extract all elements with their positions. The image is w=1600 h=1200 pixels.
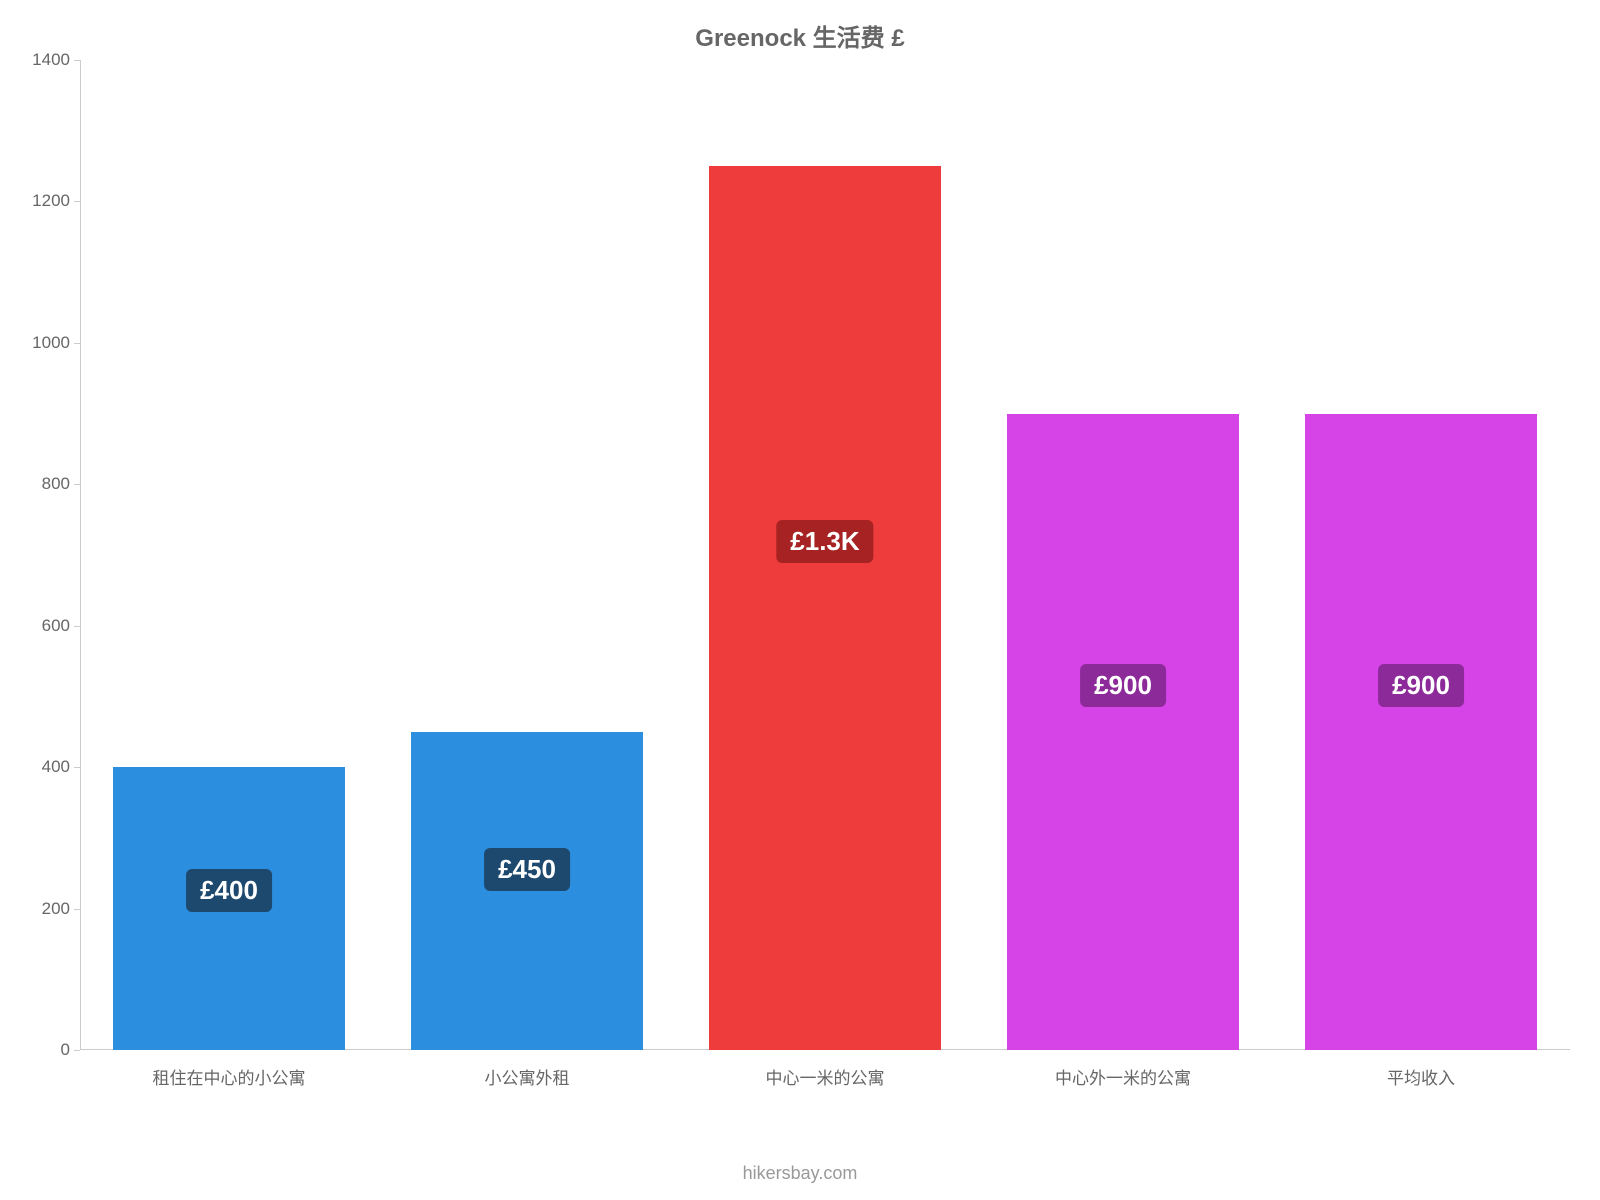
y-tick-mark bbox=[74, 909, 80, 910]
y-tick-mark bbox=[74, 767, 80, 768]
y-tick-label: 1400 bbox=[32, 50, 80, 70]
bar-value-label: £450 bbox=[484, 848, 570, 891]
x-tick-label: 中心外一米的公寓 bbox=[1055, 1050, 1191, 1089]
x-tick-label: 平均收入 bbox=[1387, 1050, 1455, 1089]
y-axis-line bbox=[80, 60, 81, 1050]
x-tick-label: 小公寓外租 bbox=[485, 1050, 570, 1089]
chart-footer: hikersbay.com bbox=[0, 1163, 1600, 1184]
bar-value-label: £900 bbox=[1378, 664, 1464, 707]
y-tick-mark bbox=[74, 484, 80, 485]
y-tick-mark bbox=[74, 626, 80, 627]
bar: £450 bbox=[411, 732, 643, 1050]
bar: £900 bbox=[1007, 414, 1239, 1050]
bar: £900 bbox=[1305, 414, 1537, 1050]
chart-title: Greenock 生活费 £ bbox=[0, 18, 1600, 53]
bar-value-label: £400 bbox=[186, 869, 272, 912]
chart-container: Greenock 生活费 £ 0200400600800100012001400… bbox=[0, 0, 1600, 1200]
y-tick-mark bbox=[74, 201, 80, 202]
y-tick-mark bbox=[74, 343, 80, 344]
bar-value-label: £900 bbox=[1080, 664, 1166, 707]
x-tick-label: 中心一米的公寓 bbox=[766, 1050, 885, 1089]
y-tick-label: 1000 bbox=[32, 333, 80, 353]
bar: £400 bbox=[113, 767, 345, 1050]
y-tick-label: 1200 bbox=[32, 191, 80, 211]
bar: £1.3K bbox=[709, 166, 941, 1050]
bar-value-label: £1.3K bbox=[776, 520, 873, 563]
x-tick-label: 租住在中心的小公寓 bbox=[153, 1050, 306, 1089]
y-tick-mark bbox=[74, 1050, 80, 1051]
plot-area: 0200400600800100012001400£400租住在中心的小公寓£4… bbox=[80, 60, 1570, 1050]
y-tick-mark bbox=[74, 60, 80, 61]
